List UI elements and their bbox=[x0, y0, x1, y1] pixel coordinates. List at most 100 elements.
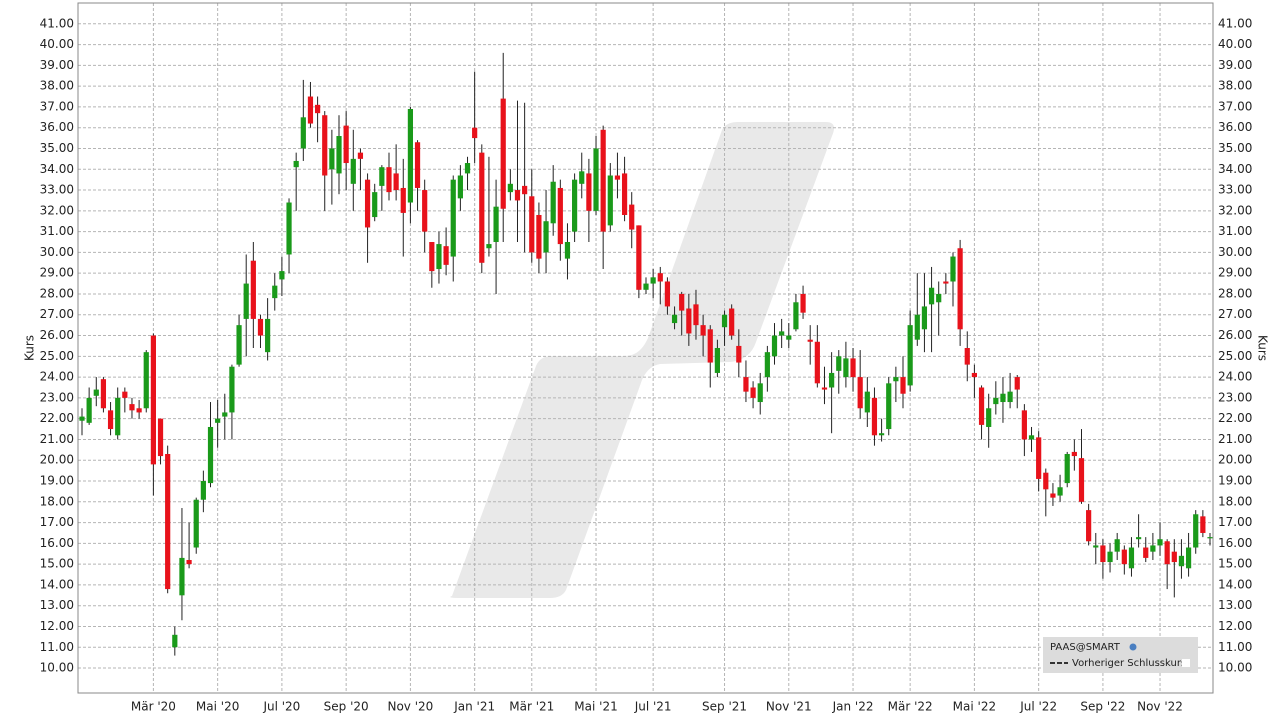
candle-body bbox=[557, 187, 563, 245]
candle-body bbox=[250, 260, 256, 319]
y-tick-label-right: 28.00 bbox=[1218, 286, 1252, 300]
candle-body bbox=[1128, 547, 1135, 569]
y-tick-label-right: 34.00 bbox=[1218, 162, 1252, 176]
candle-body bbox=[143, 352, 149, 409]
y-tick-label: 10.00 bbox=[40, 661, 74, 675]
candle-body bbox=[265, 318, 271, 353]
y-axis-label-right: Kurs bbox=[1256, 335, 1270, 361]
candle-body bbox=[1207, 537, 1213, 539]
y-tick-label-right: 17.00 bbox=[1218, 515, 1252, 529]
y-tick-label-right: 11.00 bbox=[1218, 640, 1252, 654]
y-tick-label-right: 40.00 bbox=[1218, 37, 1252, 51]
x-tick-label: Nov '21 bbox=[766, 700, 812, 714]
candle-body bbox=[1200, 516, 1206, 533]
candle-body bbox=[236, 325, 242, 365]
y-tick-label-right: 25.00 bbox=[1218, 349, 1252, 363]
y-tick-label: 36.00 bbox=[40, 120, 74, 134]
candle-body bbox=[1093, 545, 1099, 548]
legend-icon bbox=[1129, 643, 1137, 651]
candle-body bbox=[829, 372, 835, 388]
candle-body bbox=[986, 408, 992, 427]
y-axis-label: Kurs bbox=[23, 335, 37, 361]
y-tick-label: 37.00 bbox=[40, 99, 74, 113]
candle-body bbox=[279, 271, 285, 280]
candle-body bbox=[193, 499, 199, 548]
watermark-logo bbox=[450, 122, 834, 598]
candle-body bbox=[93, 389, 99, 396]
candle-body bbox=[786, 335, 792, 340]
candles bbox=[79, 52, 1213, 656]
y-tick-label: 11.00 bbox=[40, 640, 74, 654]
candle-body bbox=[857, 377, 863, 409]
y-tick-label-right: 16.00 bbox=[1218, 536, 1252, 550]
candle-body bbox=[1086, 510, 1092, 542]
candle-body bbox=[743, 377, 749, 392]
candle-body bbox=[322, 115, 328, 176]
y-tick-label: 27.00 bbox=[40, 307, 74, 321]
candle-body bbox=[179, 557, 185, 596]
candle-body bbox=[821, 387, 828, 390]
candle-body bbox=[400, 187, 406, 213]
candle-body bbox=[436, 244, 442, 270]
candle-body bbox=[643, 283, 649, 290]
candle-body bbox=[293, 160, 299, 168]
y-tick-label: 20.00 bbox=[40, 453, 74, 467]
candle-body bbox=[1014, 377, 1020, 390]
candle-body bbox=[336, 136, 342, 174]
candle-body bbox=[657, 273, 663, 282]
candle-body bbox=[971, 372, 978, 378]
candle-body bbox=[878, 433, 885, 436]
y-tick-label: 34.00 bbox=[40, 162, 74, 176]
candle-body bbox=[115, 397, 121, 436]
candle-body bbox=[229, 366, 235, 413]
candle-body bbox=[550, 181, 556, 224]
candle-body bbox=[486, 244, 492, 249]
legend: PAAS@SMART Vorheriger Schlusskurs bbox=[1043, 637, 1198, 673]
y-tick-label-right: 27.00 bbox=[1218, 307, 1252, 321]
y-tick-label-right: 35.00 bbox=[1218, 141, 1252, 155]
y-tick-label-right: 33.00 bbox=[1218, 183, 1252, 197]
candle-body bbox=[671, 314, 678, 324]
y-tick-label: 25.00 bbox=[40, 349, 74, 363]
candle-body bbox=[950, 256, 956, 282]
y-tick-label-right: 26.00 bbox=[1218, 328, 1252, 342]
candle-body bbox=[1007, 391, 1013, 403]
candle-body bbox=[800, 293, 806, 313]
y-tick-label-right: 23.00 bbox=[1218, 390, 1252, 404]
candle-body bbox=[150, 335, 156, 465]
candle-body bbox=[893, 377, 899, 382]
x-tick-label: Mai '20 bbox=[196, 700, 239, 714]
candle-body bbox=[479, 152, 485, 263]
x-tick-label: Jan '21 bbox=[453, 700, 495, 714]
y-tick-label: 39.00 bbox=[40, 58, 74, 72]
candle-body bbox=[172, 634, 178, 648]
y-tick-label: 17.00 bbox=[40, 515, 74, 529]
y-tick-label: 30.00 bbox=[40, 245, 74, 259]
candle-body bbox=[1021, 410, 1027, 440]
y-tick-label-right: 37.00 bbox=[1218, 99, 1252, 113]
candle-body bbox=[357, 152, 364, 159]
y-tick-label: 12.00 bbox=[40, 619, 74, 633]
y-tick-label-right: 24.00 bbox=[1218, 370, 1252, 384]
candle-body bbox=[129, 404, 135, 411]
y-tick-label: 24.00 bbox=[40, 370, 74, 384]
y-tick-label-right: 21.00 bbox=[1218, 432, 1252, 446]
candle-body bbox=[500, 98, 506, 209]
y-tick-label: 28.00 bbox=[40, 286, 74, 300]
candle-body bbox=[1028, 435, 1035, 440]
candle-body bbox=[757, 383, 763, 403]
y-tick-label: 16.00 bbox=[40, 536, 74, 550]
candle-body bbox=[836, 356, 842, 371]
y-tick-label: 19.00 bbox=[40, 474, 74, 488]
candle-body bbox=[1114, 539, 1120, 552]
y-tick-label: 33.00 bbox=[40, 183, 74, 197]
y-tick-label-right: 14.00 bbox=[1218, 577, 1252, 591]
candle-body bbox=[243, 283, 249, 319]
y-tick-label: 18.00 bbox=[40, 494, 74, 508]
y-tick-label: 35.00 bbox=[40, 141, 74, 155]
candle-body bbox=[721, 314, 728, 328]
candle-body bbox=[329, 148, 335, 170]
x-tick-label: Nov '20 bbox=[387, 700, 433, 714]
candle-body bbox=[586, 173, 592, 211]
